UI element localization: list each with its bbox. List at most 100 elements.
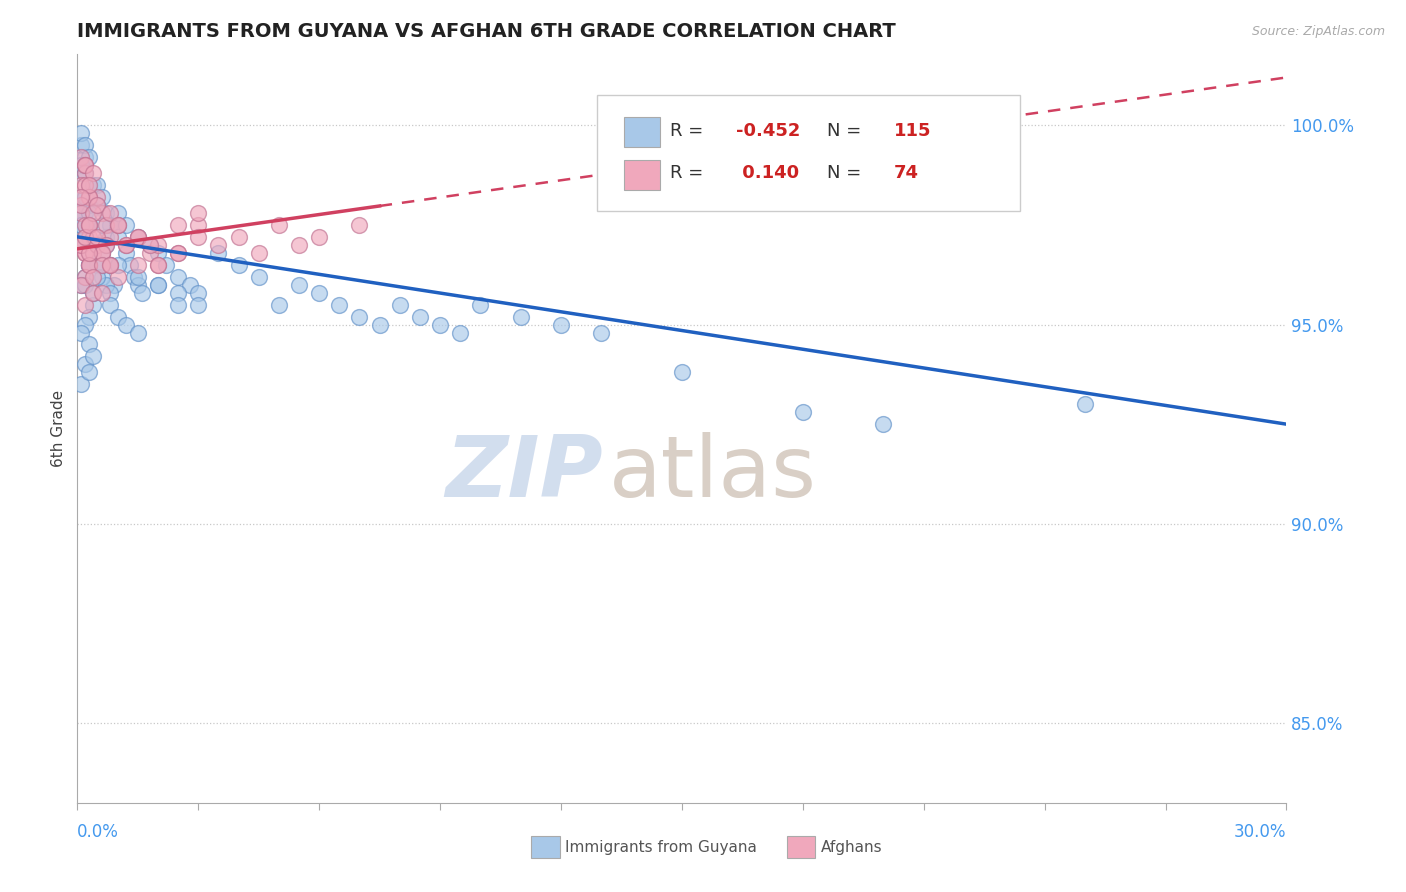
Point (792, 405, 814, 419)
Point (79, 310, 101, 324)
Point (146, 277, 169, 292)
Point (98, 206, 121, 220)
Point (146, 237, 169, 252)
Point (118, 258, 141, 272)
Point (82, 297, 104, 311)
Point (167, 245, 190, 260)
Text: 74: 74 (894, 164, 918, 182)
Point (98, 258, 121, 272)
Point (82, 237, 104, 252)
Point (79, 218, 101, 232)
Point (75, 277, 97, 292)
Point (75, 230, 97, 244)
Point (90, 245, 112, 260)
Point (79, 258, 101, 272)
Point (247, 245, 270, 260)
Point (167, 245, 190, 260)
Text: R =: R = (669, 164, 703, 182)
Point (79, 218, 101, 232)
Point (247, 269, 270, 284)
Point (127, 277, 149, 292)
Point (70, 206, 93, 220)
Y-axis label: 6th Grade: 6th Grade (51, 390, 66, 467)
Point (308, 285, 330, 300)
Point (79, 258, 101, 272)
Point (90, 190, 112, 204)
Point (82, 206, 104, 220)
Point (70, 126, 93, 140)
Text: Afghans: Afghans (821, 840, 883, 855)
Point (75, 150, 97, 164)
Point (107, 218, 129, 232)
Point (98, 297, 121, 311)
Point (79, 258, 101, 272)
Point (98, 218, 121, 232)
Point (70, 237, 93, 252)
Point (139, 245, 162, 260)
Point (114, 218, 136, 232)
Point (79, 258, 101, 272)
Point (98, 258, 121, 272)
Point (70, 277, 93, 292)
Point (127, 258, 149, 272)
Point (98, 258, 121, 272)
Point (98, 258, 121, 272)
Point (70, 218, 93, 232)
Point (107, 258, 129, 272)
Point (146, 277, 169, 292)
Point (146, 258, 169, 272)
Point (127, 230, 149, 244)
Point (75, 245, 97, 260)
Point (75, 158, 97, 172)
Point (70, 150, 93, 164)
Point (139, 237, 162, 252)
Point (79, 258, 101, 272)
Point (70, 190, 93, 204)
Point (349, 218, 371, 232)
Point (79, 230, 101, 244)
Point (146, 245, 169, 260)
Point (122, 269, 145, 284)
Point (94, 237, 117, 252)
Point (228, 230, 250, 244)
Point (155, 258, 177, 272)
Point (90, 258, 112, 272)
Point (267, 297, 290, 311)
Point (75, 269, 97, 284)
Point (179, 277, 201, 292)
Point (75, 237, 97, 252)
Point (82, 269, 104, 284)
Point (79, 245, 101, 260)
Point (86, 198, 108, 212)
Text: 0.140: 0.140 (737, 164, 800, 182)
Point (70, 218, 93, 232)
Point (107, 218, 129, 232)
Point (79, 198, 101, 212)
Point (79, 337, 101, 351)
Text: 30.0%: 30.0% (1234, 822, 1286, 841)
Point (127, 326, 149, 340)
Point (114, 237, 136, 252)
FancyBboxPatch shape (624, 117, 661, 147)
Point (75, 358, 97, 372)
Point (82, 350, 104, 364)
Point (86, 198, 108, 212)
Point (75, 178, 97, 192)
Point (90, 218, 112, 232)
Point (107, 230, 129, 244)
Point (79, 218, 101, 232)
Point (79, 190, 101, 204)
Point (94, 230, 117, 244)
Point (187, 218, 209, 232)
Point (75, 190, 97, 204)
Point (75, 206, 97, 220)
Point (187, 297, 209, 311)
Text: IMMIGRANTS FROM GUYANA VS AFGHAN 6TH GRADE CORRELATION CHART: IMMIGRANTS FROM GUYANA VS AFGHAN 6TH GRA… (77, 21, 896, 41)
Point (167, 285, 190, 300)
Point (187, 285, 209, 300)
Point (79, 206, 101, 220)
Text: 115: 115 (894, 121, 931, 140)
Point (328, 297, 350, 311)
Point (70, 178, 93, 192)
Point (86, 258, 108, 272)
